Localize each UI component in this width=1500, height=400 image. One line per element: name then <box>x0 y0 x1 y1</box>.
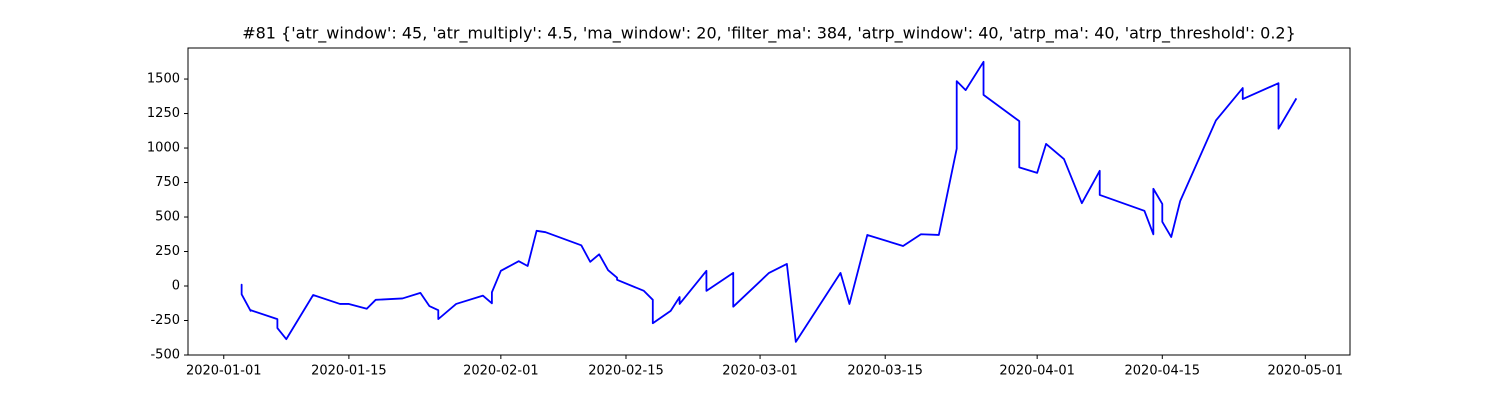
x-tick-label: 2020-01-15 <box>311 364 387 379</box>
x-tick-label: 2020-02-01 <box>463 364 539 379</box>
y-tick-label: 0 <box>172 279 180 294</box>
x-tick-label: 2020-03-01 <box>722 364 798 379</box>
chart-title: #81 {'atr_window': 45, 'atr_multiply': 4… <box>242 24 1296 44</box>
y-tick-label: 250 <box>155 244 180 259</box>
x-tick-label: 2020-05-01 <box>1268 364 1344 379</box>
y-tick-label: 1250 <box>147 106 180 121</box>
x-tick-label: 2020-03-15 <box>847 364 923 379</box>
x-tick-label: 2020-04-15 <box>1125 364 1201 379</box>
x-tick-label: 2020-04-01 <box>999 364 1075 379</box>
x-tick-label: 2020-01-01 <box>186 364 262 379</box>
y-tick-label: 750 <box>155 175 180 190</box>
y-tick-label: 1000 <box>147 141 180 156</box>
x-tick-label: 2020-02-15 <box>588 364 664 379</box>
y-tick-label: -250 <box>150 313 180 328</box>
line-series <box>240 60 1298 343</box>
y-tick-label: -500 <box>150 348 180 363</box>
plot-frame <box>187 47 1351 356</box>
y-tick-label: 1500 <box>147 72 180 87</box>
y-tick-label: 500 <box>155 210 180 225</box>
